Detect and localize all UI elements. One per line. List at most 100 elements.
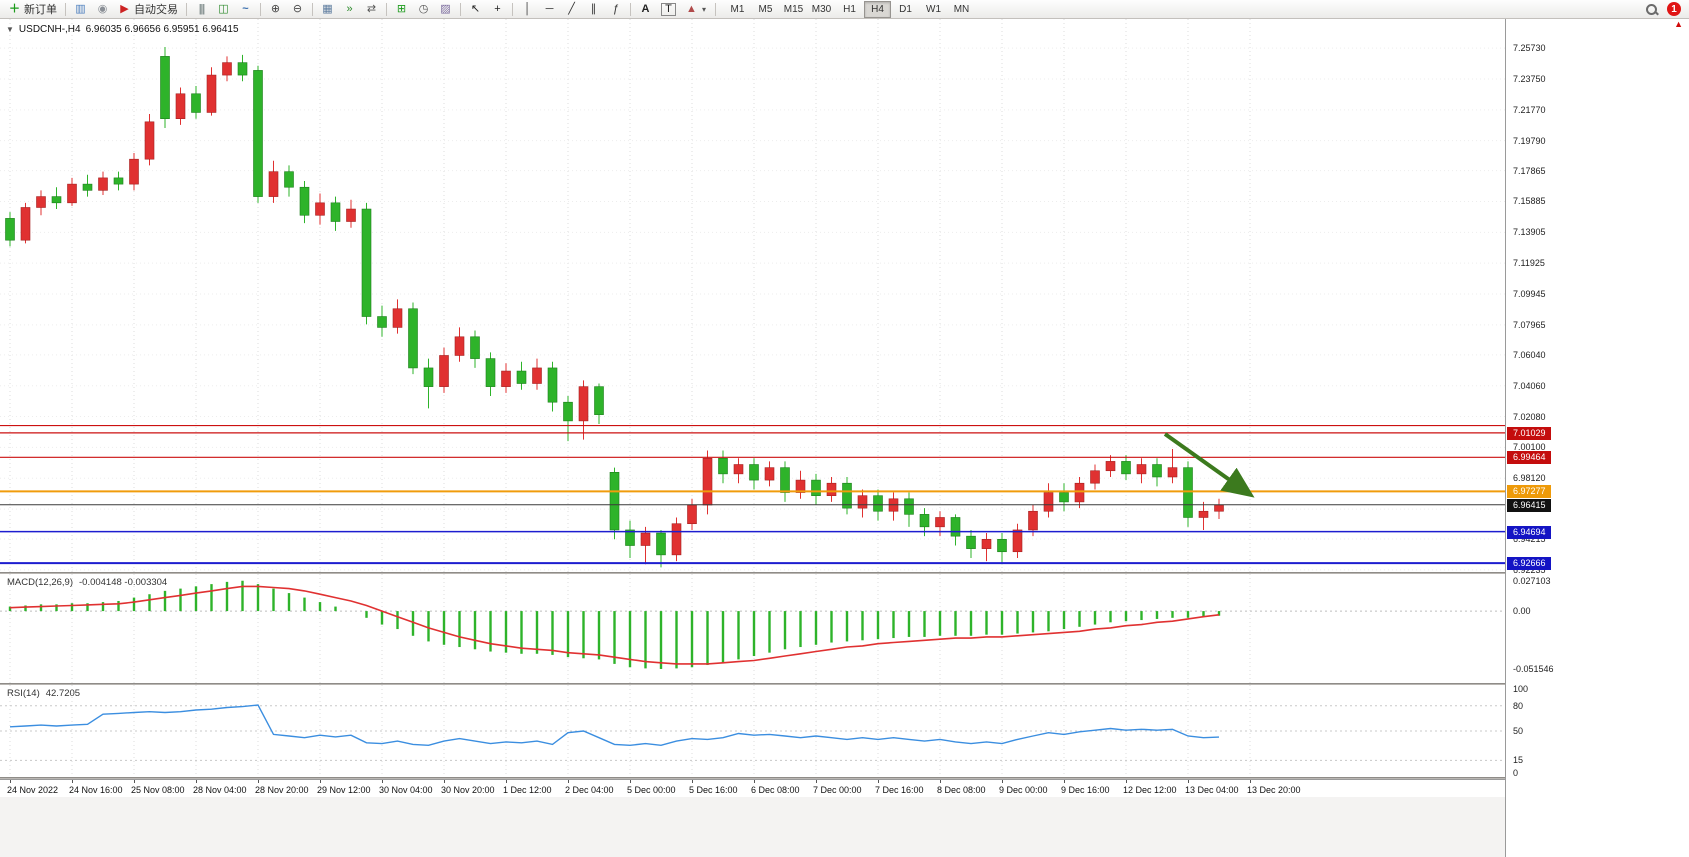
alerts-button[interactable]: ◉ xyxy=(92,0,113,18)
zoom-in-button[interactable]: ⊕ xyxy=(265,0,286,18)
candlestick-chart-button[interactable]: ◫ xyxy=(213,0,234,18)
time-label: 5 Dec 00:00 xyxy=(627,785,676,795)
time-label: 25 Nov 08:00 xyxy=(131,785,185,795)
time-label: 9 Dec 00:00 xyxy=(999,785,1048,795)
auto-trading-button[interactable]: ▶ 自动交易 xyxy=(114,0,182,18)
toolbar-separator xyxy=(386,2,387,16)
timeframe-button-m15[interactable]: M15 xyxy=(783,3,804,15)
time-tick xyxy=(134,780,135,783)
timeframe-button-m1[interactable]: M1 xyxy=(730,3,745,15)
macd-panel[interactable]: MACD(12,26,9) -0.004148 -0.003304 xyxy=(0,574,1505,683)
price-tag: 6.92666 xyxy=(1507,557,1551,571)
timeframe-button-d1[interactable]: D1 xyxy=(899,3,912,15)
axis-tick-label: 7.19790 xyxy=(1513,135,1546,146)
axis-tick-label: 7.09945 xyxy=(1513,289,1546,300)
templates-button[interactable]: ▨ xyxy=(435,0,456,18)
timeframe-button-w1[interactable]: W1 xyxy=(926,3,941,15)
alerts-icon: ◉ xyxy=(97,2,108,15)
new-order-button[interactable]: ＋ 新订单 xyxy=(4,0,61,18)
time-label: 28 Nov 04:00 xyxy=(193,785,247,795)
axis-tick-label: 80 xyxy=(1513,700,1524,711)
panel-divider[interactable] xyxy=(0,777,1505,780)
chart-symbol-period: USDCNH-,H4 xyxy=(18,24,81,35)
indicators-button[interactable]: ⊞ xyxy=(391,0,412,18)
time-tick xyxy=(878,780,879,783)
timeframe-button-m30[interactable]: M30 xyxy=(811,3,832,15)
axis-tick-label: 6.94215 xyxy=(1513,534,1546,545)
timeframe-button-mn[interactable]: MN xyxy=(953,3,970,15)
time-tick xyxy=(1188,780,1189,783)
macd-histogram xyxy=(8,580,1221,669)
price-chart[interactable]: ▼ USDCNH-,H4 6.96035 6.96656 6.95951 6.9… xyxy=(0,19,1505,572)
trendline-tool-button[interactable]: ╱ xyxy=(561,0,582,18)
time-tick xyxy=(10,780,11,783)
auto-trading-icon: ▶ xyxy=(120,2,129,15)
text-label-icon: T xyxy=(661,2,676,16)
timeframe-button-m5[interactable]: M5 xyxy=(758,3,773,15)
panel-divider[interactable] xyxy=(0,572,1505,575)
candles-layer xyxy=(5,47,1224,568)
axis-tick-label: 7.23750 xyxy=(1513,73,1546,84)
bar-chart-icon: ||| xyxy=(198,2,206,15)
time-label: 6 Dec 08:00 xyxy=(751,785,800,795)
trend-arrow[interactable] xyxy=(1163,432,1255,498)
indicators-icon: ⊞ xyxy=(396,2,407,15)
shapes-tool-button[interactable]: ▲ ▾ xyxy=(681,0,711,18)
auto-trading-label: 自动交易 xyxy=(134,4,178,16)
horizontal-line-tool-button[interactable]: ─ xyxy=(539,0,560,18)
line-chart-button[interactable]: ~ xyxy=(235,0,256,18)
chart-ohlc-values: 6.96035 6.96656 6.95951 6.96415 xyxy=(85,24,239,35)
price-axis[interactable]: ▲ 7.25730 7.23750 7.21770 7.19790 7.17865 7.1… xyxy=(1505,19,1689,857)
zoom-in-icon: ⊕ xyxy=(270,2,281,15)
panel-divider[interactable] xyxy=(0,683,1505,686)
toolbar-separator xyxy=(460,2,461,16)
text-tool-button[interactable]: A xyxy=(635,0,656,18)
fibonacci-icon: ƒ xyxy=(612,2,619,15)
rsi-name: RSI(14) xyxy=(7,688,40,699)
window-menu-icon[interactable]: ▼ xyxy=(6,25,14,34)
axis-tick-label: 100 xyxy=(1513,684,1529,694)
bar-chart-button[interactable]: ||| xyxy=(191,0,212,18)
axis-tick-label: 7.00100 xyxy=(1513,442,1546,453)
channel-tool-button[interactable]: ∥ xyxy=(583,0,604,18)
axis-tick-label: -0.051546 xyxy=(1513,664,1554,674)
toolbar-separator xyxy=(260,2,261,16)
timeframe-button-h1[interactable]: H1 xyxy=(843,3,856,15)
metaeditor-button[interactable]: ▥ xyxy=(70,0,91,18)
cursor-icon: ↖ xyxy=(470,2,481,15)
search-icon[interactable] xyxy=(1644,2,1659,17)
rsi-panel[interactable]: RSI(14) 42.7205 xyxy=(0,685,1505,777)
periods-button[interactable]: ◷ xyxy=(413,0,434,18)
text-tool-icon: A xyxy=(641,2,650,15)
crosshair-icon: + xyxy=(494,2,501,15)
trendline-icon: ╱ xyxy=(568,2,575,15)
vertical-line-tool-button[interactable]: │ xyxy=(517,0,538,18)
toolbar-separator xyxy=(630,2,631,16)
metaeditor-icon: ▥ xyxy=(75,2,86,15)
macd-values: -0.004148 -0.003304 xyxy=(79,577,168,588)
fibonacci-tool-button[interactable]: ƒ xyxy=(605,0,626,18)
scroll-up-arrow-icon[interactable]: ▲ xyxy=(1674,19,1683,29)
cursor-button[interactable]: ↖ xyxy=(465,0,486,18)
notifications-badge[interactable]: 1 xyxy=(1667,2,1681,16)
timeframe-group: M1 M5 M15 M30 H1 H4 D1 W1 MN xyxy=(724,0,975,18)
axis-tick-label: 7.07965 xyxy=(1513,319,1546,330)
time-axis[interactable]: 24 Nov 2022 24 Nov 16:00 25 Nov 08:00 28 No… xyxy=(0,779,1505,797)
time-label: 12 Dec 12:00 xyxy=(1123,785,1177,795)
crosshair-button[interactable]: + xyxy=(487,0,508,18)
price-tag: 6.94694 xyxy=(1507,525,1551,539)
time-label: 1 Dec 12:00 xyxy=(503,785,552,795)
zoom-out-button[interactable]: ⊖ xyxy=(287,0,308,18)
auto-scroll-button[interactable]: » xyxy=(339,0,360,18)
text-label-tool-button[interactable]: T xyxy=(657,0,680,18)
time-label: 13 Dec 04:00 xyxy=(1185,785,1239,795)
axis-tick-label: 7.21770 xyxy=(1513,104,1546,115)
timeframe-button-h4[interactable]: H4 xyxy=(864,0,891,18)
time-label: 29 Nov 12:00 xyxy=(317,785,371,795)
axis-tick-label: 7.13905 xyxy=(1513,227,1546,238)
chart-shift-icon: ⇄ xyxy=(366,2,377,15)
chart-shift-button[interactable]: ⇄ xyxy=(361,0,382,18)
shapes-icon: ▲ xyxy=(686,2,697,15)
price-tag: 7.01029 xyxy=(1507,426,1551,440)
tile-windows-button[interactable]: ▦ xyxy=(317,0,338,18)
